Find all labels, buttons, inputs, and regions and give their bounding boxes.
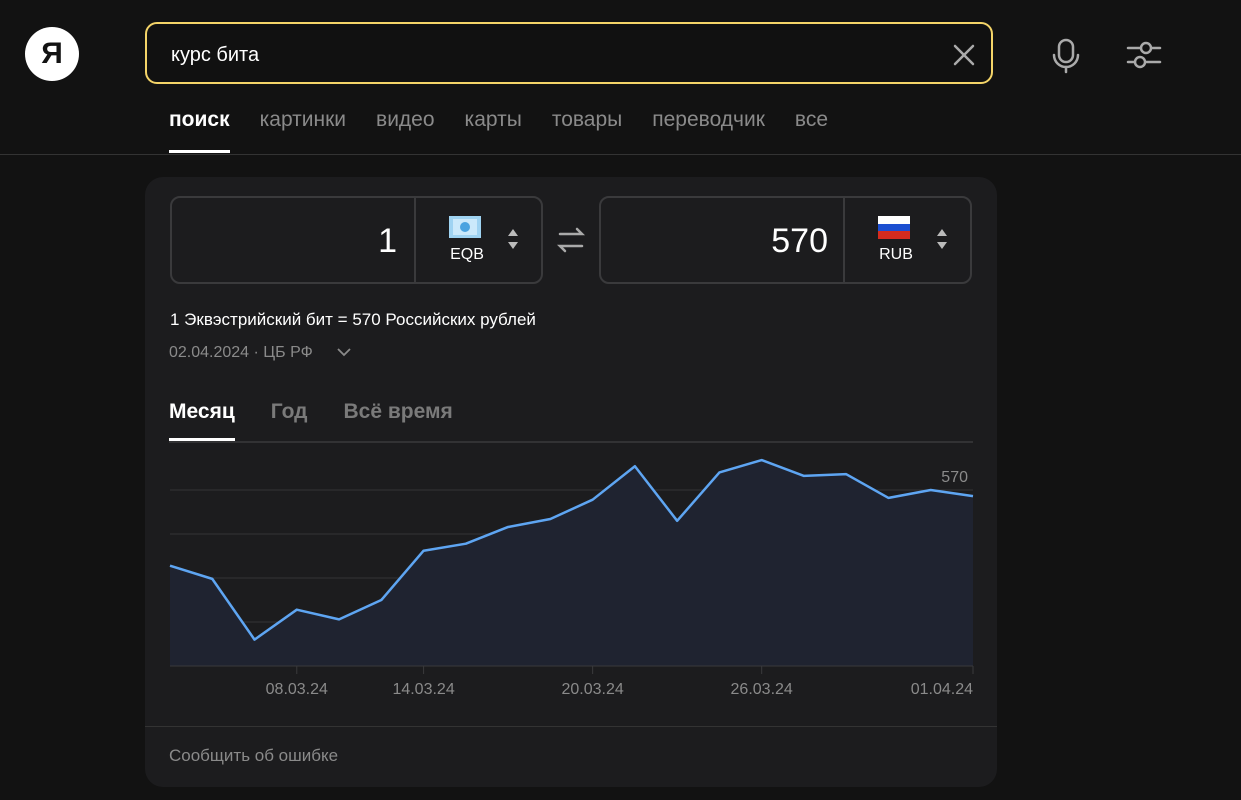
to-amount[interactable]: 570: [771, 222, 828, 260]
clear-icon[interactable]: [953, 44, 975, 66]
to-currency[interactable]: RUB: [879, 246, 913, 263]
x-tick-label: 14.03.24: [392, 681, 454, 698]
tabs: поиск картинки видео карты товары перево…: [169, 108, 829, 153]
rub-flag: [878, 216, 910, 239]
from-currency[interactable]: EQB: [450, 246, 484, 263]
from-box[interactable]: 1 EQB: [170, 196, 543, 284]
search-box[interactable]: курс бита: [145, 22, 993, 84]
line: [169, 458, 974, 641]
settings-icon[interactable]: [1126, 41, 1162, 69]
to-box[interactable]: 570 RUB: [599, 196, 972, 284]
period-tab[interactable]: Год: [270, 400, 308, 423]
period-tabs: Месяц Год Всё время: [169, 400, 453, 441]
separator: [414, 198, 416, 282]
x-tick-label: 01.04.24: [911, 681, 973, 698]
footer-divider: [145, 726, 997, 727]
rate-source[interactable]: 02.04.2024 · ЦБ РФ: [169, 344, 313, 361]
separator: [843, 198, 845, 282]
x-tick-label: 26.03.24: [731, 681, 793, 698]
from-amount[interactable]: 1: [378, 222, 397, 260]
chevron[interactable]: [337, 348, 351, 357]
logo[interactable]: Я: [25, 27, 79, 81]
x-tick-label: 08.03.24: [266, 681, 328, 698]
tab[interactable]: все: [794, 108, 829, 131]
period-tab[interactable]: Месяц: [169, 400, 235, 441]
rate-text: 1 Эквэстрийский бит = 570 Российских руб…: [170, 310, 536, 329]
sort-arrows[interactable]: [508, 229, 947, 249]
header-divider: [0, 154, 1241, 155]
tab[interactable]: картинки: [259, 108, 347, 131]
tab[interactable]: видео: [376, 108, 435, 131]
tab[interactable]: переводчик: [652, 108, 765, 131]
y-tick-label: 570: [941, 469, 968, 486]
report-error[interactable]: Сообщить об ошибке: [169, 746, 339, 765]
tab[interactable]: товары: [551, 108, 623, 131]
period-tab[interactable]: Всё время: [343, 400, 453, 423]
x-tick-label: 20.03.24: [561, 681, 623, 698]
eqb-icon: [449, 216, 481, 238]
mic-icon[interactable]: [1052, 38, 1080, 74]
tab[interactable]: поиск: [169, 108, 230, 153]
swap-icon[interactable]: [556, 227, 586, 253]
search-query[interactable]: курс бита: [171, 44, 260, 66]
area: [170, 460, 973, 666]
tab[interactable]: карты: [464, 108, 522, 131]
